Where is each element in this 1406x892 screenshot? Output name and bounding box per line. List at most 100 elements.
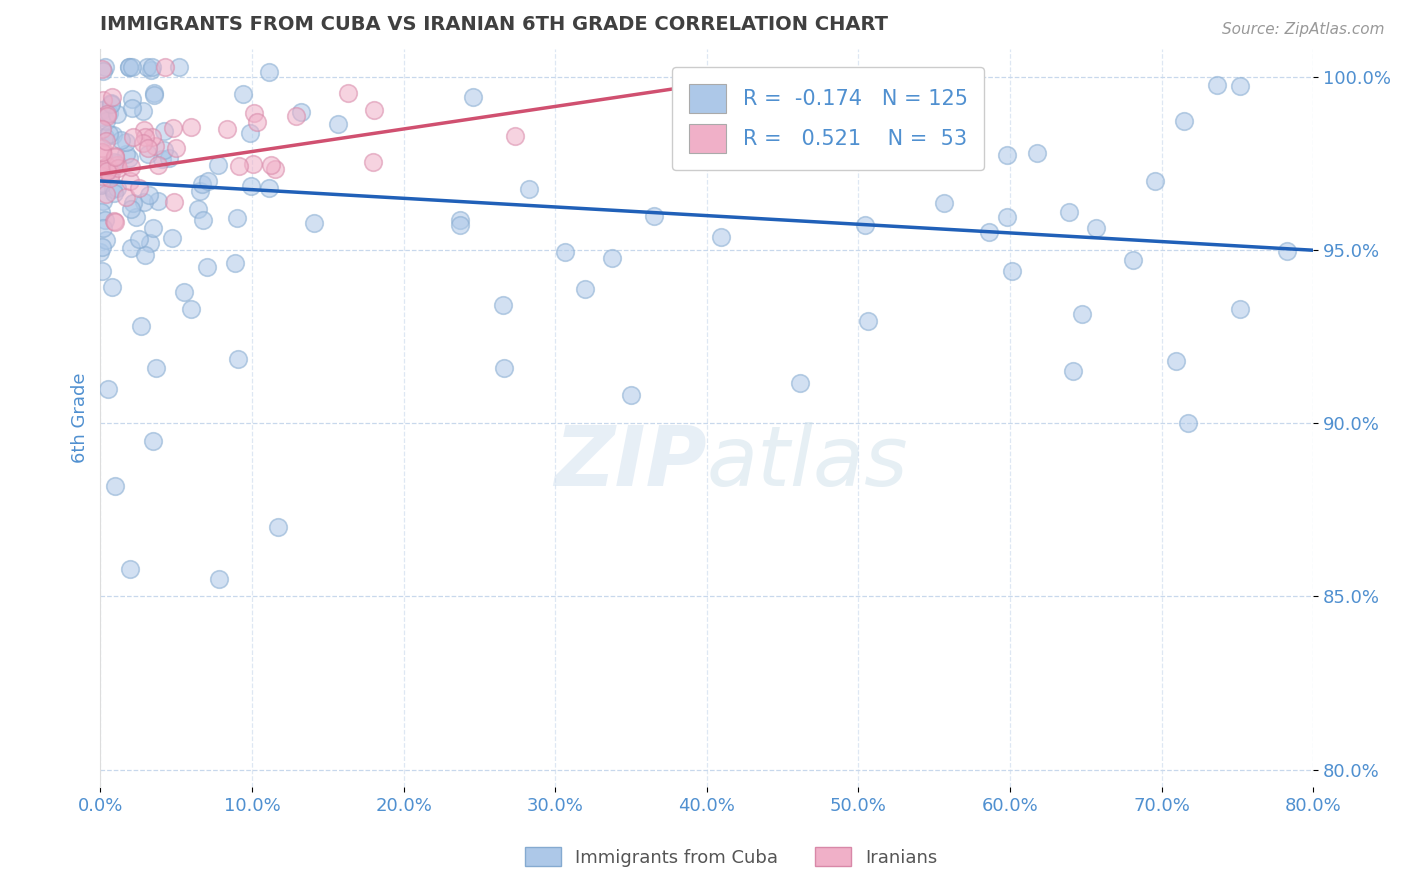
Point — [146, 194, 169, 209]
Point — [449, 212, 471, 227]
Point — [142, 88, 165, 103]
Point — [93, 220, 115, 235]
Point — [145, 360, 167, 375]
Point — [96, 109, 118, 123]
Point — [104, 478, 127, 492]
Point — [195, 260, 218, 275]
Point — [94, 60, 117, 74]
Point — [98, 171, 121, 186]
Point — [141, 130, 163, 145]
Point — [1173, 114, 1195, 128]
Point — [461, 90, 484, 104]
Point — [121, 60, 143, 74]
Point — [1000, 264, 1022, 278]
Point — [94, 130, 117, 145]
Point — [246, 115, 269, 129]
Point — [131, 318, 153, 333]
Point — [492, 298, 515, 312]
Point — [100, 162, 122, 177]
Point — [239, 126, 262, 140]
Point — [136, 60, 159, 74]
Point — [153, 144, 176, 158]
Point — [100, 97, 122, 112]
Point — [290, 104, 312, 119]
Point — [162, 120, 184, 135]
Point — [554, 244, 576, 259]
Point — [709, 230, 731, 244]
Point — [141, 60, 163, 74]
Point — [208, 572, 231, 586]
Point — [153, 60, 176, 74]
Point — [995, 210, 1018, 224]
Point — [90, 169, 112, 183]
Point — [89, 244, 111, 259]
Point — [96, 114, 118, 128]
Point — [517, 182, 540, 196]
Point — [90, 145, 112, 159]
Point — [96, 159, 118, 173]
Point — [257, 181, 280, 195]
Point — [995, 148, 1018, 162]
Point — [94, 233, 117, 247]
Point — [977, 225, 1000, 239]
Point — [1206, 78, 1229, 93]
Point — [153, 124, 176, 138]
Point — [226, 211, 249, 226]
Point — [121, 92, 143, 106]
Point — [1144, 174, 1167, 188]
Point — [232, 87, 254, 101]
Point — [97, 160, 120, 174]
Point — [1062, 364, 1084, 378]
Point — [105, 159, 128, 173]
Point — [302, 216, 325, 230]
Point — [858, 314, 880, 328]
Point — [90, 178, 112, 193]
Point — [1275, 244, 1298, 258]
Point — [125, 210, 148, 224]
Point — [104, 149, 127, 163]
Point — [128, 232, 150, 246]
Point — [91, 62, 114, 76]
Y-axis label: 6th Grade: 6th Grade — [72, 373, 89, 463]
Point — [224, 256, 246, 270]
Point — [110, 132, 132, 146]
Point — [449, 218, 471, 232]
Point — [167, 60, 190, 74]
Point — [215, 121, 238, 136]
Point — [139, 236, 162, 251]
Point — [104, 150, 127, 164]
Point — [90, 141, 112, 155]
Point — [165, 141, 187, 155]
Point — [337, 87, 360, 101]
Point — [853, 219, 876, 233]
Point — [121, 101, 143, 115]
Point — [1229, 79, 1251, 94]
Point — [138, 187, 160, 202]
Point — [932, 195, 955, 210]
Point — [91, 194, 114, 208]
Point — [136, 141, 159, 155]
Point — [90, 239, 112, 253]
Point — [120, 202, 142, 216]
Point — [1229, 302, 1251, 317]
Point — [1084, 221, 1107, 235]
Point — [94, 134, 117, 148]
Point — [1057, 204, 1080, 219]
Point — [96, 164, 118, 178]
Point — [104, 215, 127, 229]
Point — [142, 220, 165, 235]
Point — [120, 161, 142, 175]
Point — [105, 106, 128, 120]
Point — [643, 209, 665, 223]
Point — [120, 241, 142, 255]
Point — [101, 90, 124, 104]
Point — [91, 264, 114, 278]
Point — [103, 186, 125, 200]
Point — [118, 60, 141, 74]
Point — [90, 121, 112, 136]
Point — [143, 139, 166, 153]
Point — [136, 147, 159, 161]
Point — [114, 146, 136, 161]
Point — [107, 161, 129, 175]
Point — [284, 109, 307, 123]
